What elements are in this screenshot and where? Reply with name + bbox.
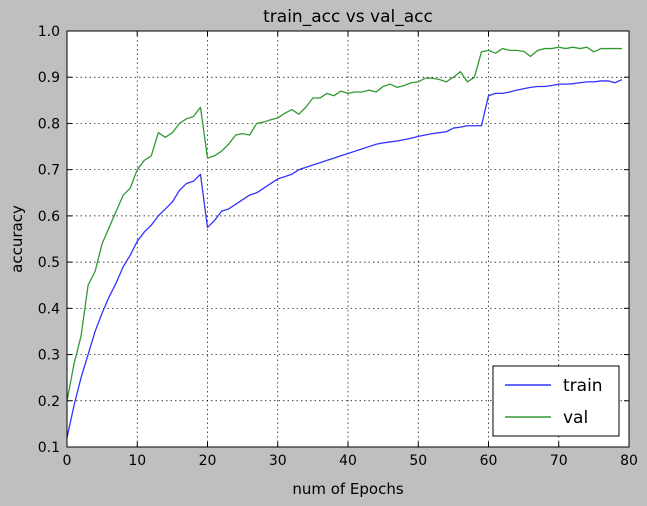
y-tick-label: 0.2 <box>38 394 60 410</box>
y-tick-label: 0.1 <box>38 440 60 456</box>
legend-label-val: val <box>563 408 588 428</box>
x-tick-label: 40 <box>339 453 357 469</box>
y-tick-label: 0.4 <box>38 301 60 317</box>
grid <box>67 31 629 447</box>
y-tick-label: 0.7 <box>38 163 60 179</box>
ticks: 0 10 20 30 40 50 60 70 80 0.1 0.2 0.3 0.4 0.5 0.6 0.7 0.… <box>38 24 638 469</box>
legend-box <box>492 365 620 437</box>
series-line-val <box>66 46 622 401</box>
x-tick-label: 80 <box>620 453 638 469</box>
y-tick-label: 1.0 <box>38 24 60 40</box>
y-tick-label: 0.5 <box>38 255 60 271</box>
series-line-train <box>66 78 623 438</box>
x-tick-label: 20 <box>199 453 217 469</box>
y-tick-label: 0.6 <box>38 209 60 225</box>
y-axis-label: accuracy <box>8 205 26 273</box>
x-tick-label: 60 <box>480 453 498 469</box>
legend: train val <box>492 365 620 437</box>
legend-label-train: train <box>563 376 603 396</box>
x-tick-label: 70 <box>550 453 568 469</box>
x-tick-label: 50 <box>409 453 427 469</box>
chart-title: train_acc vs val_acc <box>263 7 433 27</box>
x-tick-label: 0 <box>63 453 72 469</box>
x-axis-label: num of Epochs <box>292 480 404 498</box>
y-tick-label: 0.8 <box>38 116 60 132</box>
series-lines <box>66 46 623 438</box>
x-tick-label: 30 <box>269 453 287 469</box>
x-tick-label: 10 <box>128 453 146 469</box>
y-tick-label: 0.9 <box>38 70 60 86</box>
y-tick-label: 0.3 <box>38 348 60 364</box>
